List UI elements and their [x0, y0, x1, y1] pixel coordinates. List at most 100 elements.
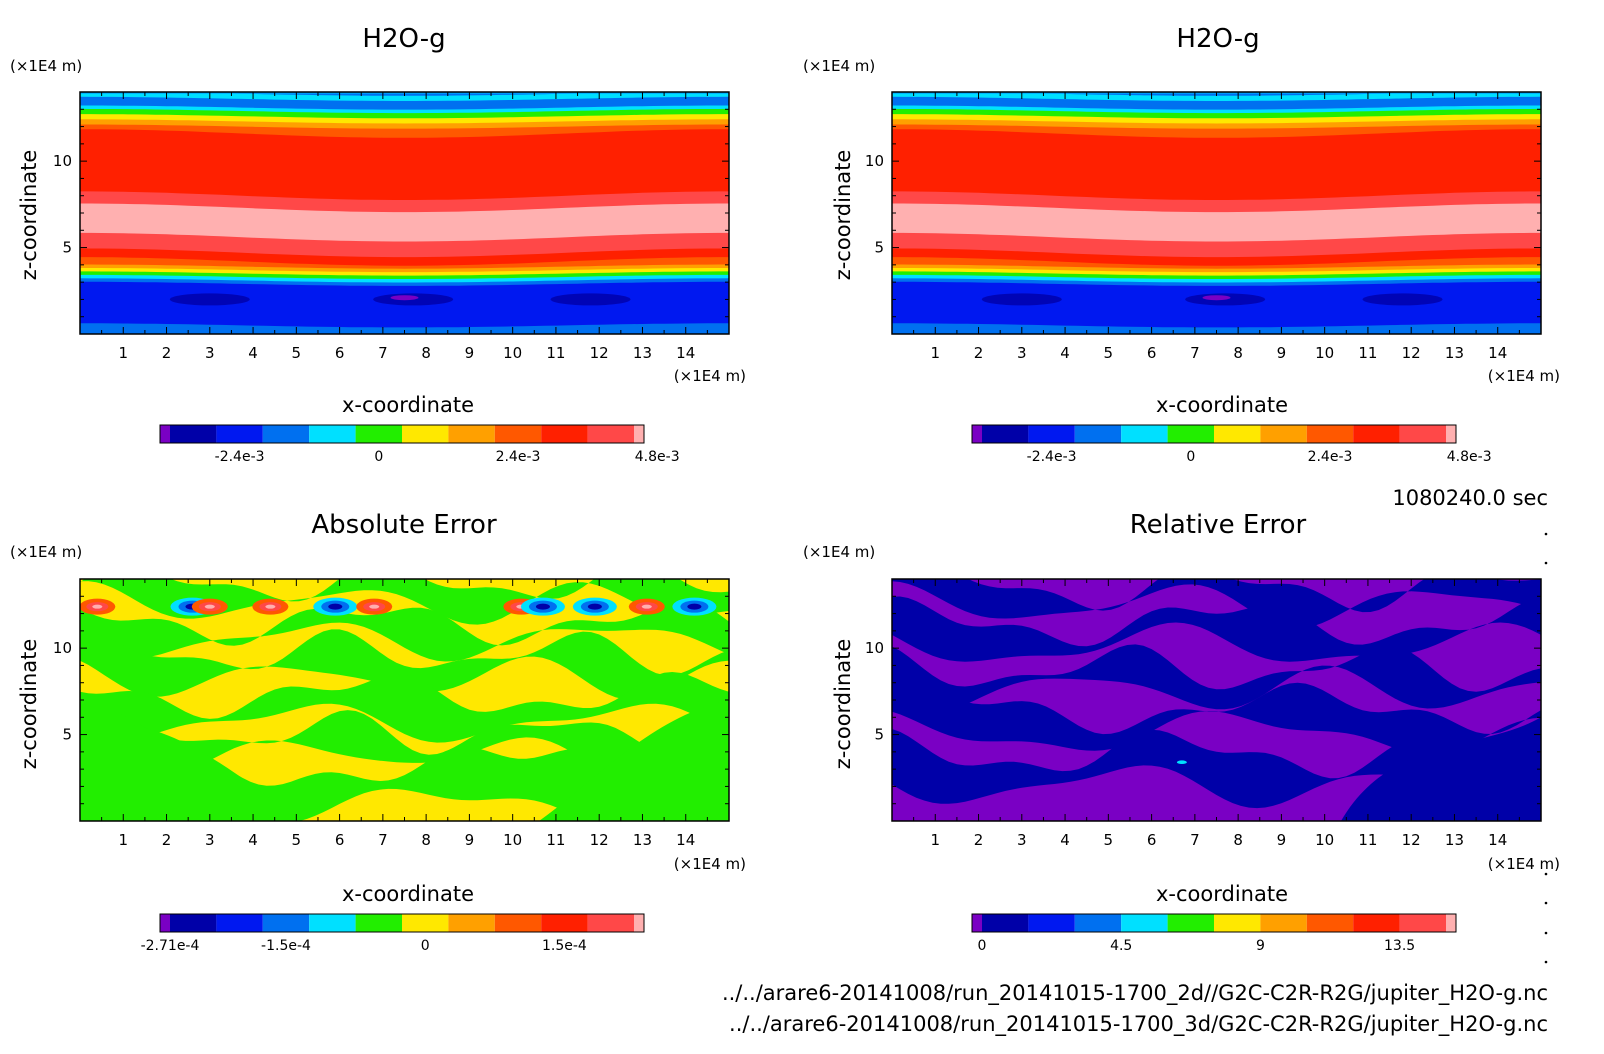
x-tick-label: 6 [335, 831, 345, 849]
panel-title: Relative Error [1130, 510, 1307, 540]
colorbar-tick-label: 1.5e-4 [542, 938, 587, 954]
x-tick-label: 4 [1060, 831, 1070, 849]
y-tick-label: 10 [53, 152, 72, 170]
contour-band [80, 600, 729, 662]
x-tick-label: 13 [633, 831, 652, 849]
contour-band [80, 722, 300, 821]
colorbar-tick-label: -2.4e-3 [1027, 449, 1077, 465]
colorbar-swatch [541, 914, 588, 932]
y-unit-label: (×1E4 m) [10, 543, 82, 561]
colorbar: 0 4.5 9 13.5 [971, 913, 1457, 954]
x-tick-label: 11 [1358, 831, 1377, 849]
colorbar-swatch [1028, 425, 1075, 443]
contour-field [80, 579, 729, 821]
footer-path-2: ../../arare6-20141008/run_20141015-1700_… [729, 1012, 1548, 1037]
colorbar-swatch [160, 914, 170, 932]
colorbar-tick-label: -2.71e-4 [141, 938, 200, 954]
y-tick-label: 5 [62, 239, 72, 257]
x-tick-label: 12 [1402, 344, 1421, 362]
x-tick-label: 10 [503, 831, 522, 849]
y-tick-label: 5 [874, 239, 884, 257]
panel-title: Absolute Error [311, 510, 497, 540]
y-tick-label: 10 [53, 639, 72, 657]
error-spot [328, 603, 343, 610]
y-axis-label: z-coordinate [17, 150, 41, 281]
contour-blob [1362, 293, 1443, 306]
x-tick-label: 14 [1488, 344, 1507, 362]
x-tick-label: 10 [1315, 344, 1334, 362]
colorbar-swatch [1214, 425, 1261, 443]
x-tick-label: 8 [421, 831, 431, 849]
contour-band [892, 579, 1541, 629]
x-tick-label: 8 [421, 344, 431, 362]
colorbar-swatch [1167, 425, 1214, 443]
x-tick-label: 14 [676, 344, 695, 362]
colorbar-swatch [1353, 914, 1400, 932]
colorbar: -2.4e-3 0 2.4e-3 4.8e-3 [159, 424, 680, 465]
contour-band [80, 323, 729, 334]
colorbar-swatch [262, 425, 310, 443]
contour-field [892, 579, 1541, 821]
colorbar-tick-label: 4.5 [1110, 938, 1132, 954]
x-tick-label: 1 [118, 831, 128, 849]
colorbar-tick-label: 4.8e-3 [635, 449, 680, 465]
x-tick-label: 9 [1277, 344, 1287, 362]
colorbar-swatch [972, 425, 982, 443]
colorbar-swatch [587, 914, 634, 932]
y-tick-label: 10 [865, 152, 884, 170]
colorbar-frame [159, 424, 645, 444]
x-unit-label: (×1E4 m) [674, 855, 746, 873]
contour-field [80, 92, 729, 334]
contour-band [892, 729, 1541, 809]
colorbar-swatch [216, 914, 263, 932]
contour-band [80, 629, 729, 700]
x-tick-label: 1 [930, 344, 940, 362]
colorbar-tick-label: 2.4e-3 [1308, 449, 1353, 465]
error-spot [92, 604, 103, 609]
colorbar: -2.71e-4 -1.5e-4 0 1.5e-4 [141, 913, 645, 954]
colorbar-tick-label: -2.4e-3 [215, 449, 265, 465]
y-axis-label: z-coordinate [831, 150, 855, 281]
contour-blob [390, 295, 419, 301]
colorbar-swatch [1028, 914, 1075, 932]
colorbar-swatch [1121, 425, 1168, 443]
colorbar-swatch [355, 425, 402, 443]
colorbar-swatch [262, 914, 310, 932]
x-tick-label: 6 [1147, 344, 1157, 362]
x-tick-label: 9 [465, 831, 475, 849]
x-tick-label: 4 [248, 831, 258, 849]
x-tick-label: 5 [1104, 344, 1114, 362]
colorbar-swatch [1353, 425, 1400, 443]
x-tick-label: 2 [974, 344, 984, 362]
x-tick-label: 11 [546, 831, 565, 849]
colorbar-tick-label: 0 [978, 938, 987, 954]
x-tick-label: 11 [546, 344, 565, 362]
colorbar-swatch [541, 425, 588, 443]
colorbar-tick-label: -1.5e-4 [261, 938, 311, 954]
x-tick-label: 7 [378, 831, 388, 849]
y-tick-label: 5 [62, 726, 72, 744]
x-tick-label: 8 [1233, 344, 1243, 362]
y-unit-label: (×1E4 m) [803, 543, 875, 561]
x-tick-label: 8 [1233, 831, 1243, 849]
colorbar-swatch [448, 914, 495, 932]
x-axis-label: x-coordinate [342, 882, 474, 906]
x-tick-label: 11 [1358, 344, 1377, 362]
contour-band [892, 682, 1541, 756]
x-tick-label: 13 [633, 344, 652, 362]
y-unit-label: (×1E4 m) [803, 57, 875, 75]
colorbar-swatch [1306, 914, 1354, 932]
colorbar-swatch [402, 914, 449, 932]
contour-band [80, 672, 729, 743]
colorbar-swatch [448, 425, 495, 443]
x-tick-label: 7 [1190, 344, 1200, 362]
x-unit-label: (×1E4 m) [674, 367, 746, 385]
x-tick-label: 10 [1315, 831, 1334, 849]
contour-blob [550, 293, 631, 306]
contour-blob [981, 293, 1062, 306]
x-tick-label: 9 [1277, 831, 1287, 849]
colorbar-frame [971, 913, 1457, 933]
